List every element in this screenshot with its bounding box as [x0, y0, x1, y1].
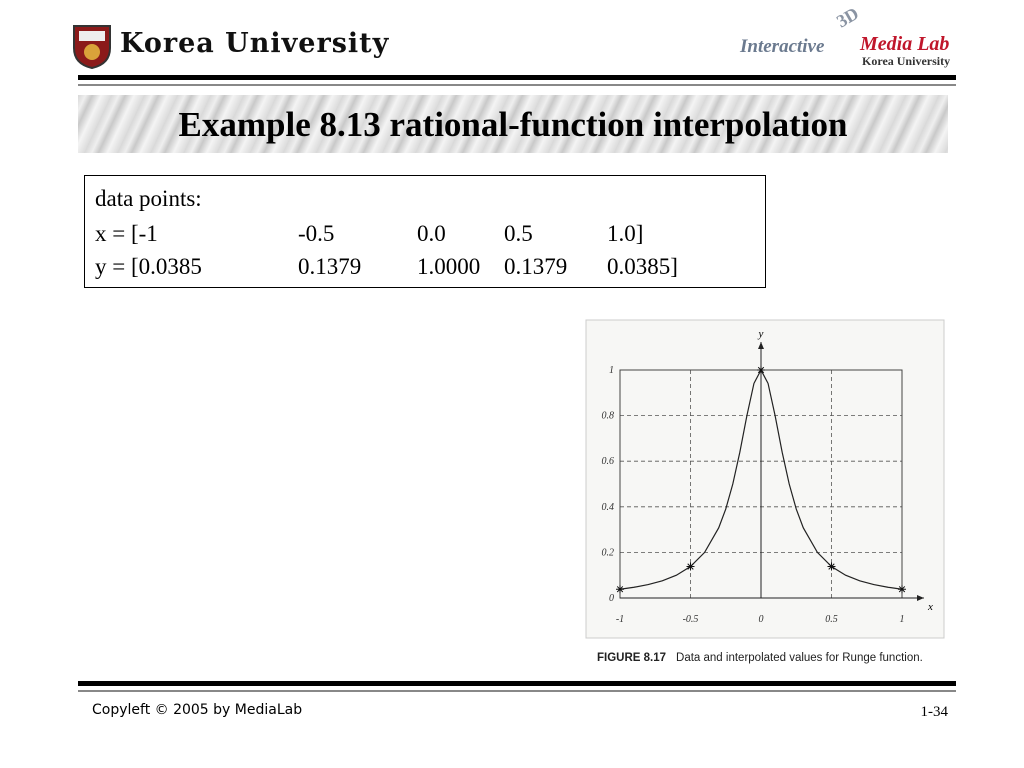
data-point: [898, 585, 906, 594]
header-rule: [78, 75, 956, 80]
data-box: data points: x = [-1 -0.5 0.0 0.5 1.0] y…: [84, 175, 766, 288]
logo-text: Interactive: [739, 36, 825, 57]
page-number: 1-34: [920, 704, 949, 720]
logo-text: Korea University: [862, 54, 950, 68]
x-tick-label: -0.5: [683, 614, 699, 625]
x-arrow: [917, 595, 924, 601]
university-name: Korea University: [120, 28, 390, 59]
y-tick-label: 0.4: [602, 502, 615, 513]
x-tick-label: 0.5: [825, 614, 838, 625]
footer-rule: [78, 681, 956, 686]
x-axis-label: x: [927, 601, 933, 613]
cell: 0.0: [417, 221, 446, 246]
x-tick-label: 1: [900, 614, 905, 625]
slide-title: Example 8.13 rational-function interpola…: [178, 105, 848, 144]
cell: -0.5: [298, 221, 335, 246]
caption-label: FIGURE 8.17: [597, 652, 667, 664]
copyright: Copyleft © 2005 by MediaLab: [92, 702, 303, 718]
logo-text: Media Lab: [859, 33, 949, 55]
y-axis-label: y: [758, 328, 764, 340]
cell: x = [-1: [95, 221, 158, 246]
header-rule: [78, 84, 956, 86]
y-tick-label: 0: [609, 593, 614, 604]
y-arrow: [758, 342, 764, 349]
figure: -1 -0.5 0 0.5 1 0 0.2 0.4 0.6 0.8 1 x y: [585, 319, 945, 639]
cell: y = [0.0385: [95, 254, 202, 279]
cell: 1.0000: [417, 254, 481, 279]
title-banner: [78, 95, 948, 153]
y-tick-label: 0.8: [602, 411, 615, 422]
cell: 0.1379: [504, 254, 568, 279]
x-tick-label: -1: [616, 614, 624, 625]
cell: 1.0]: [607, 221, 644, 246]
data-point: [827, 562, 836, 571]
cell: 0.1379: [298, 254, 362, 279]
y-tick-label: 1: [609, 365, 614, 376]
cell: 0.5: [504, 221, 533, 246]
figure-caption: FIGURE 8.17 Data and interpolated values …: [597, 652, 923, 664]
box-heading: data points:: [95, 186, 202, 211]
y-tick-label: 0.2: [602, 547, 615, 558]
footer-rule: [78, 690, 956, 692]
lab-logo: Interactive 3D Media Lab Korea Universit…: [739, 4, 950, 68]
caption-text: Data and interpolated values for Runge f…: [676, 652, 923, 664]
x-tick-label: 0: [759, 614, 764, 625]
figure-frame: [585, 319, 945, 639]
data-point: [616, 585, 624, 594]
university-crest: [73, 25, 111, 70]
data-point: [686, 562, 695, 571]
data-point: [757, 366, 765, 374]
cell: 0.0385]: [607, 254, 678, 279]
y-tick-label: 0.6: [602, 456, 615, 467]
